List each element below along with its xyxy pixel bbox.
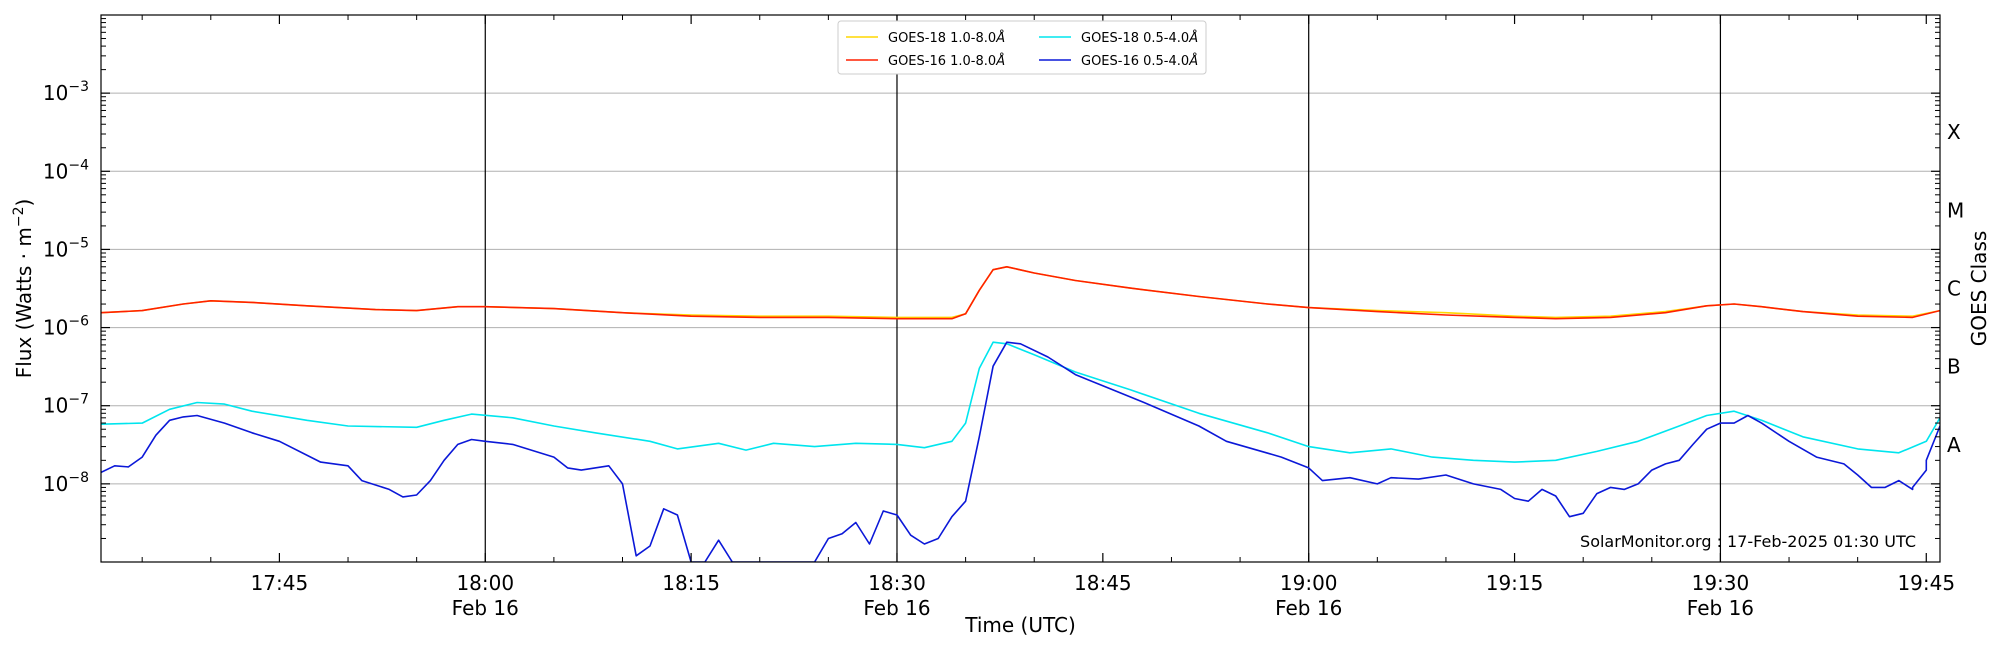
x-tick-label: 18:15 — [662, 571, 720, 595]
goes-class-axis-title: GOES Class — [1967, 231, 1991, 347]
y-tick-exponent: −6 — [68, 314, 89, 330]
x-tick-label: 17:45 — [251, 571, 309, 595]
axis-ticks — [101, 15, 1940, 562]
series-line-goes-16-1-0-8-0 — [101, 266, 1940, 320]
y-tick-base: 10 — [43, 81, 68, 105]
y-tick-base: 10 — [43, 394, 68, 418]
legend-label-name: GOES-18 0.5-4.0 — [1081, 31, 1189, 46]
y-axis-title-main: Flux (Watts · m — [12, 227, 36, 378]
x-tick-label: 19:30 — [1692, 571, 1750, 595]
legend-box — [837, 20, 1207, 75]
legend-label: GOES-18 0.5-4.0Å — [1081, 30, 1198, 46]
x-tick-date-label: Feb 16 — [1687, 596, 1754, 620]
x-tick-label: 18:00 — [456, 571, 514, 595]
grid-lines — [101, 92, 1940, 485]
legend-entry-goes-18-1-0-8-0: GOES-18 1.0-8.0Å — [846, 30, 1005, 46]
legend-label-unit: Å — [995, 30, 1005, 46]
goes-class-label-a: A — [1947, 433, 1961, 457]
x-tick-label: 19:15 — [1486, 571, 1544, 595]
x-tick-label: 19:45 — [1897, 571, 1955, 595]
series-lines — [101, 266, 1940, 562]
y-tick-base: 10 — [43, 316, 68, 340]
y-tick-label: 10−6 — [43, 314, 89, 340]
goes-class-label-x: X — [1947, 120, 1961, 144]
solarmonitor-annotation: SolarMonitor.org : 17-Feb-2025 01:30 UTC — [1580, 532, 1916, 551]
y-tick-exponent: −3 — [68, 79, 89, 95]
vertical-marker-lines — [484, 15, 1722, 562]
x-tick-date-label: Feb 16 — [1275, 596, 1342, 620]
series-line-goes-18-0-5-4-0 — [101, 341, 1940, 463]
legend-label: GOES-16 0.5-4.0Å — [1081, 53, 1198, 69]
y-tick-label: 10−5 — [43, 235, 89, 261]
goes-class-label-m: M — [1947, 198, 1964, 222]
legend-label-name: GOES-16 1.0-8.0 — [888, 54, 996, 69]
y-tick-label: 10−4 — [43, 157, 89, 183]
y-axis-title-sup: −2 — [11, 207, 27, 228]
legend-entry-goes-16-1-0-8-0: GOES-16 1.0-8.0Å — [846, 53, 1005, 69]
legend-label-name: GOES-16 0.5-4.0 — [1081, 54, 1189, 69]
goes-class-labels: A B C M X — [1947, 120, 1964, 457]
y-axis-title: Flux (Watts · m−2) — [11, 199, 36, 379]
legend-label-name: GOES-18 1.0-8.0 — [888, 31, 996, 46]
goes-class-label-b: B — [1947, 355, 1961, 379]
legend-label-unit: Å — [1188, 30, 1198, 46]
plot-frame — [100, 14, 1941, 563]
y-tick-exponent: −7 — [68, 392, 89, 408]
y-tick-exponent: −5 — [68, 235, 89, 251]
legend-label: GOES-16 1.0-8.0Å — [888, 53, 1005, 69]
x-tick-date-label: Feb 16 — [863, 596, 930, 620]
y-tick-base: 10 — [43, 159, 68, 183]
x-tick-label: 18:45 — [1074, 571, 1132, 595]
x-axis-title: Time (UTC) — [964, 613, 1076, 637]
y-tick-label: 10−7 — [43, 392, 89, 418]
x-tick-label: 19:00 — [1280, 571, 1338, 595]
legend-label-unit: Å — [1188, 53, 1198, 69]
legend-label: GOES-18 1.0-8.0Å — [888, 30, 1005, 46]
x-tick-date-label: Feb 16 — [452, 596, 519, 620]
y-tick-base: 10 — [43, 237, 68, 261]
y-axis-title-end: ) — [12, 199, 36, 207]
series-line-goes-16-0-5-4-0 — [101, 341, 1940, 562]
x-tick-label: 18:30 — [868, 571, 926, 595]
legend-entry-goes-18-0-5-4-0: GOES-18 0.5-4.0Å — [1039, 30, 1198, 46]
y-tick-exponent: −8 — [68, 470, 89, 486]
legend-entry-goes-16-0-5-4-0: GOES-16 0.5-4.0Å — [1039, 53, 1198, 69]
y-tick-base: 10 — [43, 472, 68, 496]
legend-label-unit: Å — [995, 53, 1005, 69]
y-tick-label: 10−3 — [43, 79, 89, 105]
goes-class-label-c: C — [1947, 277, 1961, 301]
y-tick-label: 10−8 — [43, 470, 89, 496]
y-tick-exponent: −4 — [68, 157, 89, 173]
